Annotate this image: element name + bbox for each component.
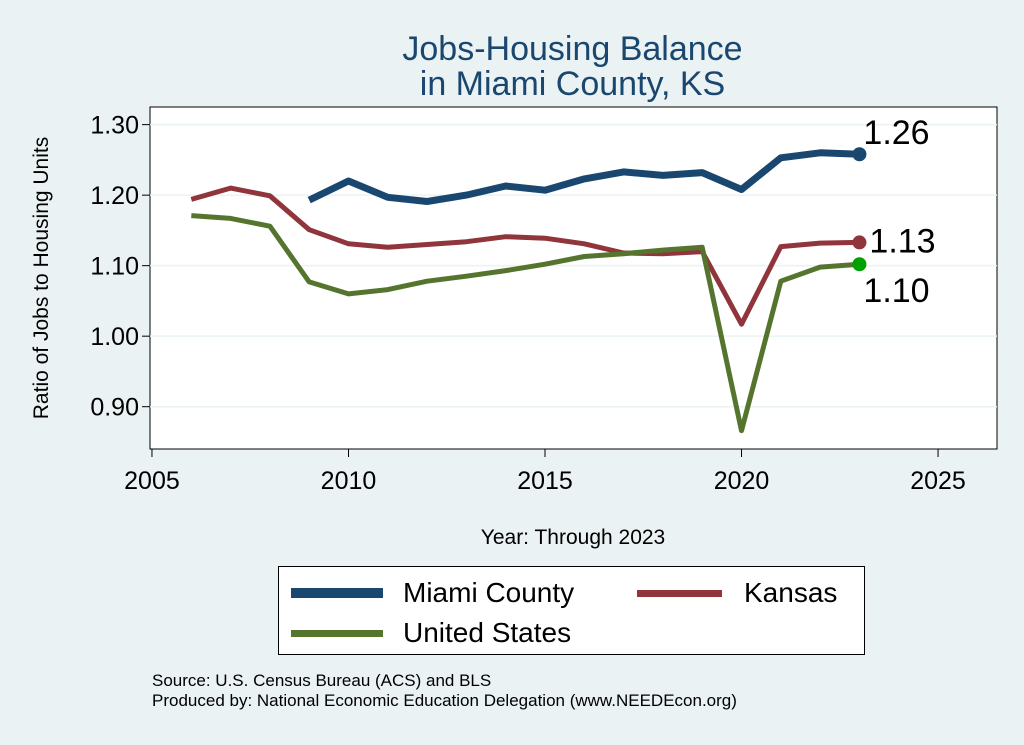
x-tick-label: 2010 (321, 467, 377, 495)
legend-item-united-states: United States (291, 617, 571, 649)
x-tick-label: 2025 (910, 467, 966, 495)
legend-swatch (291, 629, 383, 637)
producer-note: Produced by: National Economic Education… (152, 691, 737, 710)
series-line-kansas (190, 185, 860, 327)
line-chart: 0.90 1.00 1.10 1.20 1.30 2005 2010 2015 2020 2025… (30, 106, 998, 549)
series-line-miami-county (307, 149, 860, 205)
end-point-miami-county (852, 147, 867, 162)
chart-title-line2: in Miami County, KS (419, 65, 726, 103)
legend-label: United States (403, 617, 572, 648)
source-note: Source: U.S. Census Bureau (ACS) and BLS (152, 671, 492, 690)
legend-item-miami-county: Miami County (291, 577, 574, 609)
end-point-kansas (852, 235, 867, 250)
legend-swatch (637, 589, 722, 597)
legend-label: Kansas (744, 577, 838, 608)
legend-item-kansas: Kansas (637, 577, 837, 609)
y-tick-label: 0.90 (90, 394, 139, 422)
y-tick-label: 1.20 (90, 182, 139, 210)
end-label-united-states: 1.10 (863, 272, 929, 310)
x-tick-label: 2020 (714, 467, 770, 495)
x-tick-label: 2015 (517, 467, 573, 495)
y-tick-label: 1.30 (90, 112, 139, 140)
series-line-united-states (191, 213, 860, 434)
plot-area (149, 106, 998, 450)
x-tick-label: 2005 (124, 467, 180, 495)
series-lines (190, 147, 867, 434)
y-tick-label: 1.10 (90, 253, 139, 281)
y-tick-label: 1.00 (90, 323, 139, 351)
x-axis-label: Year: Through 2023 (481, 526, 666, 549)
legend-swatch (291, 588, 383, 598)
y-axis-label: Ratio of Jobs to Housing Units (30, 137, 53, 419)
legend-label: Miami County (403, 577, 575, 608)
end-point-united-states (852, 257, 867, 272)
end-label-kansas: 1.13 (869, 222, 935, 260)
legend: Miami County Kansas United States (278, 566, 865, 655)
end-labels: 1.26 1.13 1.10 (863, 114, 935, 310)
end-label-miami-county: 1.26 (863, 114, 929, 152)
chart-title-line1: Jobs-Housing Balance (402, 30, 743, 68)
axes: 0.90 1.00 1.10 1.20 1.30 2005 2010 2015 2020 2025 (90, 112, 966, 495)
